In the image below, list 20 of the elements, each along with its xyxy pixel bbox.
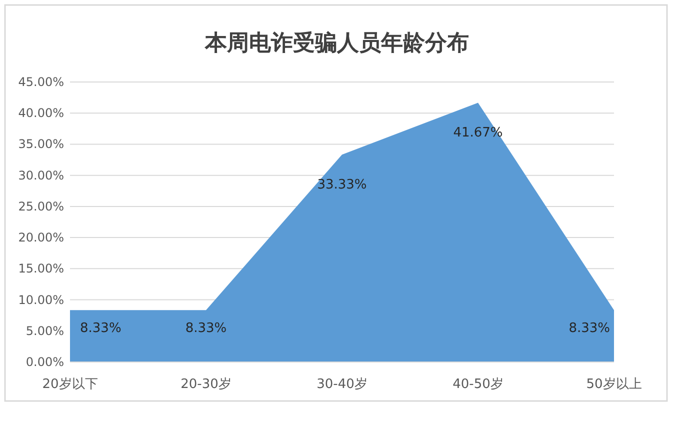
data-label: 8.33%: [568, 321, 610, 336]
x-tick-label: 30-40岁: [316, 377, 368, 392]
y-tick-label: 15.00%: [18, 262, 64, 276]
y-tick-label: 45.00%: [18, 75, 64, 89]
y-tick-label: 25.00%: [18, 199, 64, 214]
y-tick-label: 30.00%: [18, 168, 64, 182]
y-tick-label: 0.00%: [26, 355, 64, 369]
y-tick-label: 5.00%: [26, 324, 64, 338]
x-tick-label: 20-30岁: [180, 377, 232, 392]
data-label: 33.33%: [317, 178, 367, 193]
x-tick-label: 50岁以上: [586, 377, 642, 392]
y-tick-label: 10.00%: [18, 292, 64, 307]
y-tick-label: 20.00%: [18, 230, 64, 245]
y-tick-label: 35.00%: [18, 137, 64, 152]
x-tick-label: 20岁以下: [42, 377, 98, 392]
data-label: 8.33%: [80, 321, 122, 336]
y-tick-label: 40.00%: [18, 106, 64, 120]
chart-title: 本周电诈受骗人员年龄分布: [204, 30, 469, 56]
data-label: 8.33%: [185, 321, 227, 336]
x-tick-label: 40-50岁: [452, 377, 504, 392]
